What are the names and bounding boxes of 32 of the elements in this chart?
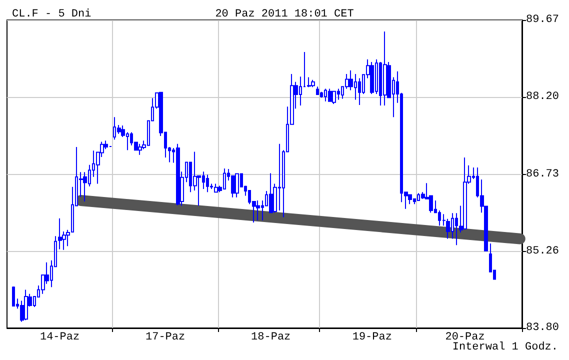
candlestick	[370, 61, 374, 94]
chart-subtitle: 20 Paz 2011 18:01 CET	[215, 8, 354, 20]
text: Interwal 1 Godz.	[452, 342, 558, 354]
x-tick-label: 19-Paz	[352, 332, 392, 344]
candlestick	[269, 172, 273, 214]
candlestick	[12, 286, 15, 307]
candlestick	[328, 88, 332, 102]
candlestick	[383, 31, 387, 106]
x-tick-label: 18-Paz	[251, 332, 291, 344]
candlestick	[58, 218, 62, 250]
candlestick	[206, 174, 209, 193]
x-tick-label: 20-Paz	[445, 332, 485, 344]
y-tick-label: 86.73	[526, 168, 560, 180]
candlestick	[408, 194, 412, 205]
candlestick	[332, 90, 336, 104]
x-tick-label: 17-Paz	[145, 332, 186, 344]
y-tick-label: 85.26	[526, 245, 560, 258]
candlestick	[358, 78, 361, 106]
candlestick	[138, 143, 142, 156]
x-tick-label: 14-Paz	[40, 332, 80, 344]
candlestick	[256, 200, 260, 221]
candlestick	[214, 183, 218, 193]
candlestick	[176, 143, 180, 206]
candlestick	[463, 156, 467, 230]
y-tick-label: 89.67	[526, 14, 560, 26]
candlestick	[235, 172, 239, 198]
chart-title: CL.F - 5 Dni	[12, 8, 92, 20]
candlestick	[316, 86, 319, 96]
candlestick	[311, 79, 315, 88]
y-tick-label: 88.20	[526, 91, 560, 104]
y-tick-label: 83.80	[526, 322, 560, 334]
candlestick	[24, 289, 28, 321]
